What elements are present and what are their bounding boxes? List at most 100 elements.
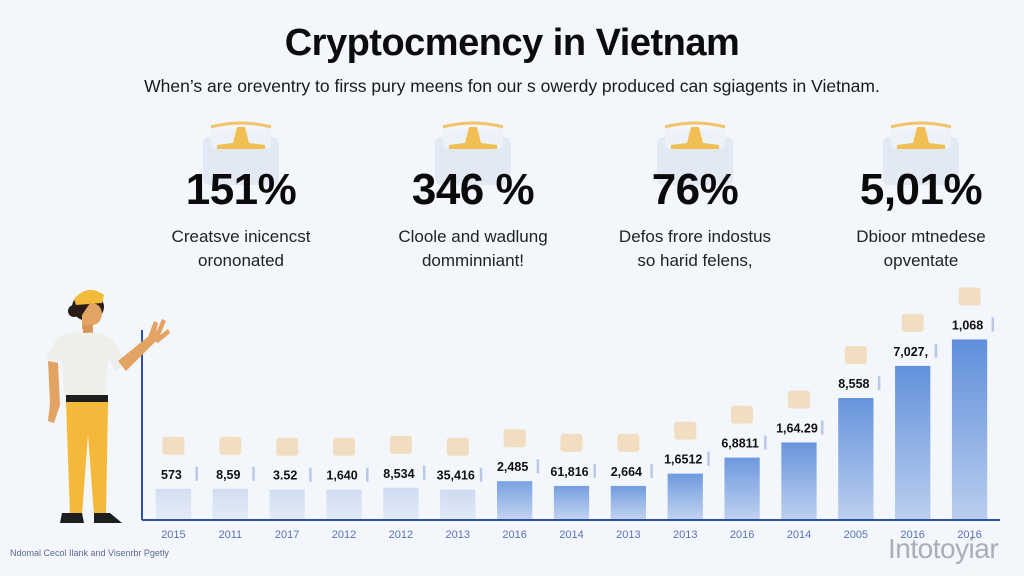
stat-value: 5,01% <box>859 165 983 214</box>
bar <box>155 488 192 519</box>
bar-value-label: 35,416 <box>437 469 475 483</box>
label-marker <box>650 463 653 478</box>
bar <box>724 457 760 519</box>
stat-desc-line: domminniant! <box>421 251 525 270</box>
label-marker <box>536 459 540 474</box>
label-marker <box>252 466 255 481</box>
label-marker <box>707 451 710 466</box>
bowl-icon <box>617 433 640 452</box>
bar <box>497 481 533 519</box>
bar <box>610 485 646 519</box>
x-tick-label: 2013 <box>673 529 697 541</box>
stat-desc-line: Defos frore indostus <box>618 227 772 246</box>
label-marker <box>309 467 312 482</box>
bar-value-label: 8,59 <box>216 468 240 482</box>
x-tick-label: 2016 <box>502 529 526 541</box>
x-tick-label: 2012 <box>389 529 413 541</box>
crypto-stack-icon <box>435 121 511 185</box>
bar-value-label: 2,664 <box>611 465 642 479</box>
x-tick-label: 2005 <box>844 529 868 541</box>
label-marker <box>479 467 483 482</box>
stat-description: Cloole and wadlung domminniant! <box>368 225 578 273</box>
wallet-icon <box>446 437 469 456</box>
bar-value-label: 1,068 <box>952 318 983 332</box>
crypto-stack-icon <box>657 121 733 185</box>
shield-icon <box>958 287 981 306</box>
stat-card: 5,01% Dbioor mtnedese opventate <box>816 115 1024 270</box>
cards-icon <box>560 433 583 452</box>
label-marker <box>934 343 938 358</box>
stat-description: Creatsve inicencst orononated <box>136 225 346 273</box>
bar-value-label: 1,640 <box>326 469 357 483</box>
stat-value: 346 % <box>411 165 535 214</box>
bar-value-label: 8,558 <box>838 377 869 391</box>
bar-value-label: 61,816 <box>550 465 588 479</box>
bar-value-label: 6,8811 <box>721 437 759 451</box>
atm-icon <box>787 390 810 409</box>
stat-desc-line: Creatsve inicencst <box>171 227 311 246</box>
bar <box>212 488 248 519</box>
label-marker <box>877 376 881 391</box>
stat-card: 346 % Cloole and wadlung domminniant! <box>368 115 578 270</box>
coins-icon <box>162 436 185 455</box>
label-marker <box>991 317 995 332</box>
x-tick-label: 2016 <box>730 529 754 541</box>
bar-value-label: 2,485 <box>497 460 528 474</box>
ledger-icon <box>389 435 412 454</box>
bar <box>895 365 931 519</box>
house-icon <box>674 421 697 440</box>
bar <box>667 473 703 519</box>
label-marker <box>366 467 369 482</box>
stat-value: 151% <box>185 165 297 214</box>
crypto-stack-icon <box>883 121 959 185</box>
bar <box>383 487 419 519</box>
temple-icon <box>333 437 356 456</box>
x-tick-label: 2014 <box>787 529 811 541</box>
label-marker <box>195 466 198 481</box>
label-marker <box>422 465 426 480</box>
stat-desc-line: opventate <box>883 251 959 270</box>
x-tick-label: 2014 <box>559 529 583 541</box>
growth-chart-icon <box>731 405 754 424</box>
bar-value-label: 7,027, <box>893 345 928 359</box>
tower-icon <box>844 346 867 365</box>
bar <box>326 489 362 519</box>
label-marker <box>764 435 767 450</box>
bar-value-label: 8,534 <box>383 467 414 481</box>
x-tick-label: 2013 <box>616 529 640 541</box>
bar-value-label: 1,6512 <box>664 453 702 467</box>
stat-description: Dbioor mtnedese opventate <box>816 225 1024 273</box>
coin-icon <box>503 429 526 448</box>
bar <box>440 489 476 519</box>
stat-desc-line: Cloole and wadlung <box>398 227 548 246</box>
bar <box>553 485 590 519</box>
stat-desc-line: so harid felens, <box>637 251 753 270</box>
x-tick-label: 2016 <box>957 529 981 541</box>
bar-value-label: 1,64.29 <box>776 421 818 435</box>
crypto-stack-icon <box>203 121 279 185</box>
x-tick-label: 2017 <box>275 529 299 541</box>
bar-value-label: 573 <box>161 468 182 482</box>
person-illustration <box>46 289 170 523</box>
stat-card: 151% Creatsve inicencst orononated <box>136 115 346 270</box>
person-icon <box>276 437 299 456</box>
bar <box>781 442 817 519</box>
watermark-logo: Intotoyiar <box>888 533 999 564</box>
stat-desc-line: Dbioor mtnedese <box>856 227 986 246</box>
stat-value: 76% <box>651 165 739 214</box>
medal-icon <box>901 313 924 332</box>
x-tick-label: 2016 <box>900 529 924 541</box>
source-note: Ndomal Cecol Ilank and Visenrbr Pgetly <box>10 548 169 558</box>
calculator-icon <box>219 436 242 455</box>
page-title: Cryptocmency in Vietnam <box>284 22 740 64</box>
label-marker <box>820 420 824 435</box>
bar <box>951 339 988 519</box>
page-subtitle: When’s are oreventry to firss pury meens… <box>144 76 880 96</box>
x-tick-label: 2013 <box>446 529 470 541</box>
x-tick-label: 2012 <box>332 529 356 541</box>
bar <box>838 398 874 519</box>
stat-card: 76% Defos frore indostus so harid felens… <box>590 115 800 270</box>
stat-description: Defos frore indostus so harid felens, <box>590 225 800 273</box>
x-tick-label: 2011 <box>218 529 242 541</box>
